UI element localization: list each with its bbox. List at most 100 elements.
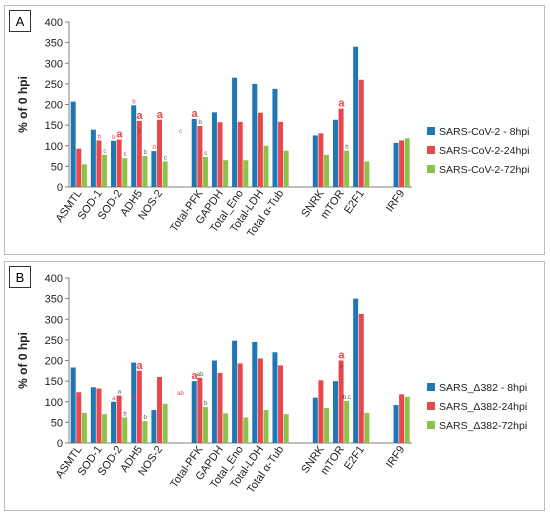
y-axis-label: % of 0 hpi: [16, 76, 30, 133]
bar-a-s2-c0: [81, 164, 87, 187]
bar-b-s0-c2: [111, 401, 117, 443]
legend-swatch: [427, 421, 435, 429]
bar-a-s1-c9: [257, 112, 263, 187]
significance-letter: a: [112, 396, 116, 402]
legend-entry: SARS-CoV-2-24hpi: [439, 145, 529, 157]
bar-a-s0-c0: [70, 101, 76, 187]
bar-b-s1-c6: [197, 377, 203, 443]
bar-a-s0-c4: [151, 151, 157, 187]
legend-swatch: [427, 165, 435, 173]
bar-a-s1-c1: [96, 140, 102, 187]
bar-a-s1-c14: [358, 79, 364, 187]
legend-swatch: [427, 127, 435, 135]
significance-letter: ab: [197, 372, 204, 378]
bar-b-s1-c4: [156, 377, 162, 443]
y-tick-label: 50: [51, 417, 63, 429]
bar-a-s0-c6: [191, 118, 197, 187]
bar-b-s0-c9: [252, 341, 258, 443]
bar-b-s1-c9: [257, 358, 263, 443]
bar-a-s1-c7: [217, 122, 223, 187]
bar-a-s0-c13: [332, 119, 338, 187]
bar-b-s0-c0: [70, 367, 76, 443]
significance-letter: b: [345, 145, 349, 151]
bar-b-s0-c8: [232, 340, 238, 443]
bar-a-s2-c2: [122, 158, 128, 187]
bar-a-s2-c9: [263, 145, 269, 187]
significance-letter: a: [338, 350, 345, 362]
category-label: IRF9: [384, 444, 408, 470]
bar-b-s1-c1: [96, 388, 102, 443]
panel-label-a: A: [9, 10, 31, 32]
significance-letter: b: [204, 401, 208, 407]
category-label: E2F1: [342, 444, 367, 472]
bar-a-s0-c16: [393, 142, 399, 187]
bar-b-s1-c0: [76, 392, 82, 443]
panel-label-b: B: [9, 266, 31, 288]
bar-b-s1-c14: [358, 313, 364, 443]
y-tick-label: 100: [45, 141, 63, 153]
y-tick-label: 150: [45, 120, 63, 132]
bar-a-s2-c14: [364, 161, 370, 187]
bar-a-s0-c9: [252, 83, 258, 187]
bar-a-s1-c8: [237, 121, 243, 187]
y-tick-label: 350: [45, 294, 63, 306]
legend-entry: SARS-CoV-2 - 8hpi: [439, 126, 529, 138]
significance-letter: ab: [177, 391, 184, 397]
bar-a-s1-c10: [278, 121, 284, 187]
bar-b-s2-c7: [223, 413, 229, 443]
bar-a-s0-c12: [312, 135, 318, 187]
bar-b-s0-c1: [90, 387, 96, 443]
bar-a-s2-c8: [243, 160, 249, 187]
bar-a-s1-c4: [156, 119, 162, 187]
significance-letter: c: [124, 152, 127, 158]
bar-a-s1-c2: [116, 139, 122, 187]
legend-swatch: [427, 402, 435, 410]
significance-letter: b: [340, 365, 344, 371]
bar-b-s2-c1: [102, 414, 108, 443]
bar-b-s2-c3: [142, 421, 148, 443]
y-tick-label: 300: [45, 58, 63, 70]
significance-letter: c: [204, 151, 207, 157]
significance-letter: b.c: [343, 395, 351, 401]
bar-a-s2-c12: [324, 154, 330, 187]
bar-b-s0-c7: [211, 360, 217, 443]
bar-b-s2-c2: [122, 417, 128, 443]
y-tick-label: 150: [45, 376, 63, 388]
bar-b-s0-c4: [151, 410, 157, 443]
significance-letter: a: [191, 108, 198, 120]
legend-entry: SARS-CoV-2-72hpi: [439, 164, 529, 176]
y-tick-label: 100: [45, 397, 63, 409]
significance-letter: a: [132, 395, 136, 401]
category-label: E2F1: [342, 188, 367, 216]
bar-b-s0-c12: [312, 397, 318, 443]
significance-letter: b: [112, 135, 116, 141]
y-tick-label: 300: [45, 314, 63, 326]
significance-letter: b: [123, 411, 127, 417]
bar-b-s2-c16: [404, 396, 410, 443]
bar-a-s2-c1: [102, 154, 108, 187]
bar-a-s1-c16: [399, 140, 405, 187]
y-tick-label: 400: [45, 17, 63, 29]
significance-letter: a: [137, 360, 144, 372]
bar-b-s2-c12: [324, 407, 330, 443]
y-tick-label: 350: [45, 38, 63, 50]
bar-b-s0-c14: [353, 298, 359, 443]
bar-b-s1-c7: [217, 372, 223, 443]
significance-letter: a: [118, 390, 122, 396]
significance-letter: a: [116, 129, 123, 141]
y-tick-label: 50: [51, 161, 63, 173]
bar-b-s2-c8: [243, 417, 249, 443]
legend-entry: SARS_Δ382 - 8hpi: [439, 382, 527, 394]
bar-a-s2-c13: [344, 150, 350, 187]
bar-b-s2-c0: [81, 412, 87, 443]
chart-panel-b: 0 50 100 150 200 250 300 350 400% of 0 hpi ASMTL S…: [4, 261, 545, 511]
bar-b-s0-c3: [131, 362, 137, 443]
significance-letter: a: [137, 110, 144, 122]
bar-b-s1-c13: [338, 360, 344, 443]
bar-b-s2-c13: [344, 400, 350, 443]
bar-a-s1-c3: [136, 121, 142, 187]
bar-a-s2-c3: [142, 156, 148, 187]
bar-a-s2-c7: [223, 160, 229, 187]
bar-b-s1-c10: [278, 365, 284, 443]
y-tick-label: 250: [45, 79, 63, 91]
